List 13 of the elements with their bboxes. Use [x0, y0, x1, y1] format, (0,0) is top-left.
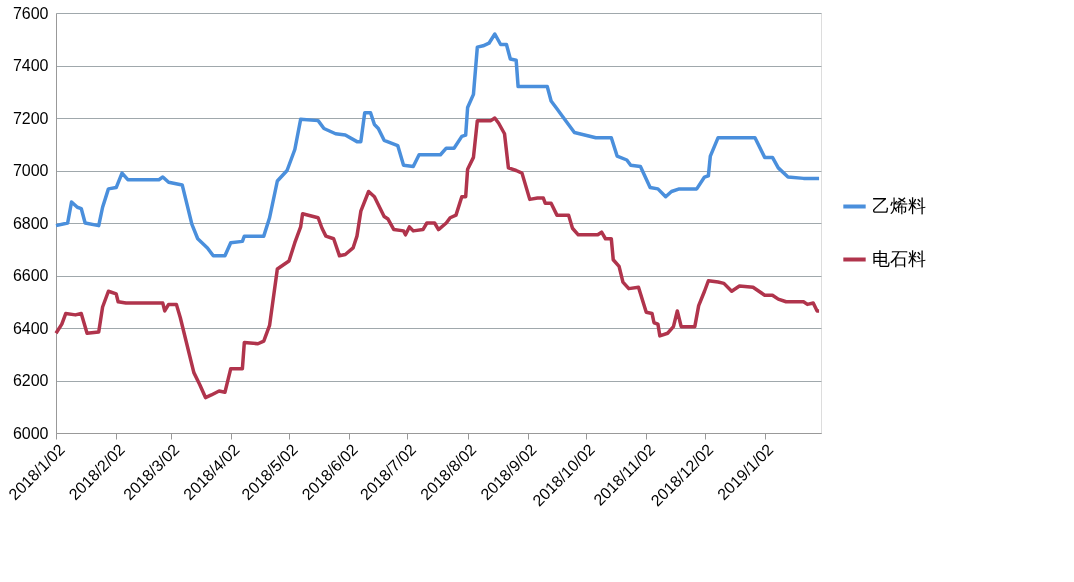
y-tick-label: 6200 — [12, 372, 49, 389]
y-tick-label: 6400 — [12, 319, 49, 337]
line-series — [54, 32, 821, 258]
legend-label: 电石料 — [872, 248, 926, 269]
y-tick-label: 7000 — [12, 162, 49, 179]
line-series — [54, 116, 821, 400]
y-tick-label: 7600 — [12, 4, 49, 22]
y-tick-label: 7400 — [12, 57, 49, 74]
y-tick-label: 6000 — [12, 424, 49, 442]
legend-label: 乙烯料 — [872, 195, 926, 216]
y-tick-label: 7200 — [12, 109, 49, 127]
y-tick-label: 6800 — [12, 214, 49, 232]
y-tick-label: 6600 — [12, 267, 49, 284]
